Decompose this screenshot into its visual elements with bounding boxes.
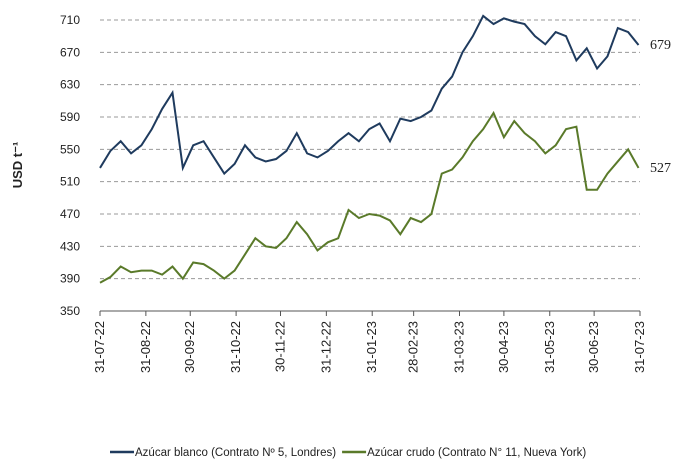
x-tick-label: 31-05-23 xyxy=(542,321,557,373)
x-tick-label: 31-03-23 xyxy=(452,321,467,373)
y-tick-label: 430 xyxy=(60,239,80,253)
x-tick-label: 30-04-23 xyxy=(496,321,511,373)
y-tick-label: 350 xyxy=(60,304,80,318)
x-tick-label: 30-11-22 xyxy=(272,321,287,372)
x-tick-label: 31-07-23 xyxy=(632,321,647,373)
y-tick-label: 710 xyxy=(60,13,80,27)
legend-label: Azúcar crudo (Contrato N° 11, Nueva York… xyxy=(367,447,586,459)
x-tick-label: 30-06-23 xyxy=(586,321,601,373)
x-tick-label: 31-10-22 xyxy=(228,321,243,373)
y-axis-label: USD t⁻¹ xyxy=(10,142,25,189)
x-tick-label: 31-12-22 xyxy=(318,321,333,373)
y-tick-label: 390 xyxy=(60,272,80,286)
y-tick-label: 510 xyxy=(60,175,80,189)
end-value-label: 527 xyxy=(650,161,671,176)
line-series xyxy=(99,14,640,176)
end-value-label: 679 xyxy=(650,38,671,53)
x-tick-label: 31-08-22 xyxy=(138,321,153,373)
y-tick-label: 550 xyxy=(60,142,80,156)
y-tick-label: 670 xyxy=(60,45,80,59)
y-tick-label: 470 xyxy=(60,207,80,221)
x-tick-label: 28-02-23 xyxy=(406,321,421,373)
y-tick-label: 630 xyxy=(60,78,80,92)
x-tick-label: 30-09-22 xyxy=(182,321,197,373)
x-tick-label: 31-07-22 xyxy=(92,321,107,373)
legend-label: Azúcar blanco (Contrato Nº 5, Londres) xyxy=(135,447,336,459)
line-series xyxy=(99,110,640,284)
y-tick-label: 590 xyxy=(60,110,80,124)
x-tick-label: 31-01-23 xyxy=(364,321,379,373)
